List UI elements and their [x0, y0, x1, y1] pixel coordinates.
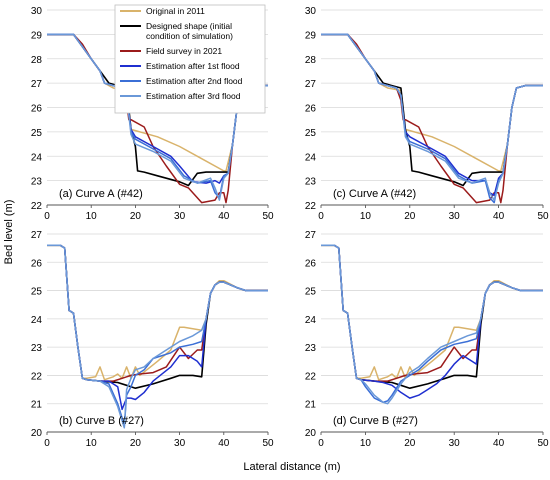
x-tick-label: 20	[130, 211, 142, 222]
legend-label: Designed shape (initial condition of simu…	[146, 21, 233, 41]
chart-panel-4: 20 21 22 23 24 25 26 27 0 10 20 30 40 50 (d) Curve B (…	[305, 230, 549, 449]
y-tick-label: 25	[31, 287, 43, 298]
series-line-6	[47, 244, 268, 429]
x-tick-label: 40	[218, 211, 230, 222]
x-tick-label: 10	[86, 438, 98, 449]
y-tick-label: 25	[305, 287, 317, 298]
y-tick-label: 26	[31, 258, 43, 269]
x-tick-label: 40	[493, 438, 505, 449]
y-tick-label: 23	[305, 177, 317, 188]
panel-label: (a) Curve A (#42)	[59, 188, 143, 200]
x-tick-label: 0	[44, 438, 50, 449]
x-tick-label: 20	[130, 438, 142, 449]
y-tick-label: 22	[31, 201, 43, 212]
chart-panel-2: 22 23 24 25 26 27 28 29 30 0 10 20 30 40 50 (c) Curve A…	[305, 6, 549, 222]
y-axis-label: Bed level (m)	[3, 200, 15, 265]
y-tick-label: 24	[31, 152, 43, 163]
y-tick-label: 25	[305, 128, 317, 139]
x-tick-label: 50	[537, 211, 549, 222]
y-tick-label: 23	[31, 343, 43, 354]
panel-label: (d) Curve B (#27)	[333, 415, 418, 427]
series-line-6	[321, 244, 543, 405]
y-tick-label: 22	[31, 371, 43, 382]
x-tick-label: 50	[537, 438, 549, 449]
y-tick-label: 23	[31, 177, 43, 188]
x-tick-label: 0	[318, 438, 324, 449]
x-tick-label: 20	[404, 211, 416, 222]
legend-label: Estimation after 1st flood	[146, 61, 240, 71]
y-tick-label: 21	[305, 400, 317, 411]
y-tick-label: 23	[305, 343, 317, 354]
x-tick-label: 30	[449, 211, 461, 222]
y-tick-label: 27	[31, 79, 43, 90]
y-tick-label: 28	[305, 55, 317, 66]
legend-label: Estimation after 2nd flood	[146, 76, 243, 86]
y-tick-label: 29	[305, 30, 317, 41]
x-tick-label: 0	[44, 211, 50, 222]
legend-label: Estimation after 3rd flood	[146, 91, 241, 101]
x-tick-label: 30	[449, 438, 461, 449]
x-axis-label: Lateral distance (m)	[243, 461, 340, 473]
y-tick-label: 29	[31, 30, 43, 41]
y-tick-label: 30	[305, 6, 317, 17]
x-tick-label: 30	[174, 438, 186, 449]
y-tick-label: 26	[305, 104, 317, 115]
x-tick-label: 20	[404, 438, 416, 449]
x-tick-label: 40	[493, 211, 505, 222]
y-tick-label: 30	[31, 6, 43, 17]
y-tick-label: 22	[305, 371, 317, 382]
series-line-6	[321, 33, 543, 201]
panels: 22 23 24 25 26 27 28 29 30 0 10 20 30 40 50 (a) Curve A…	[31, 6, 549, 449]
y-tick-label: 24	[31, 315, 43, 326]
legend-label: Field survey in 2021	[146, 46, 222, 56]
y-tick-label: 28	[31, 55, 43, 66]
y-tick-label: 27	[305, 79, 317, 90]
x-tick-label: 10	[360, 438, 372, 449]
series-line-6	[47, 33, 268, 201]
panel-label: (c) Curve A (#42)	[333, 188, 416, 200]
y-tick-label: 26	[305, 258, 317, 269]
x-tick-label: 40	[218, 438, 230, 449]
x-tick-label: 10	[360, 211, 372, 222]
y-tick-label: 21	[31, 400, 43, 411]
y-tick-label: 20	[31, 428, 43, 439]
chart-panel-3: 20 21 22 23 24 25 26 27 0 10 20 30 40 50 (b) Curve B (…	[31, 230, 274, 449]
plot-area	[321, 234, 543, 432]
y-tick-label: 27	[305, 230, 317, 241]
panel-label: (b) Curve B (#27)	[59, 415, 144, 427]
x-tick-label: 0	[318, 211, 324, 222]
y-tick-label: 24	[305, 315, 317, 326]
x-tick-label: 50	[262, 438, 274, 449]
y-tick-label: 27	[31, 230, 43, 241]
plot-area	[47, 234, 268, 432]
x-tick-label: 30	[174, 211, 186, 222]
x-tick-label: 10	[86, 211, 98, 222]
y-tick-label: 22	[305, 201, 317, 212]
x-tick-label: 50	[262, 211, 274, 222]
y-tick-label: 20	[305, 428, 317, 439]
legend-label: Original in 2011	[146, 6, 205, 16]
y-tick-label: 25	[31, 128, 43, 139]
legend: Original in 2011 Designed shape (initial c…	[114, 4, 266, 114]
y-tick-label: 24	[305, 152, 317, 163]
y-tick-label: 26	[31, 104, 43, 115]
